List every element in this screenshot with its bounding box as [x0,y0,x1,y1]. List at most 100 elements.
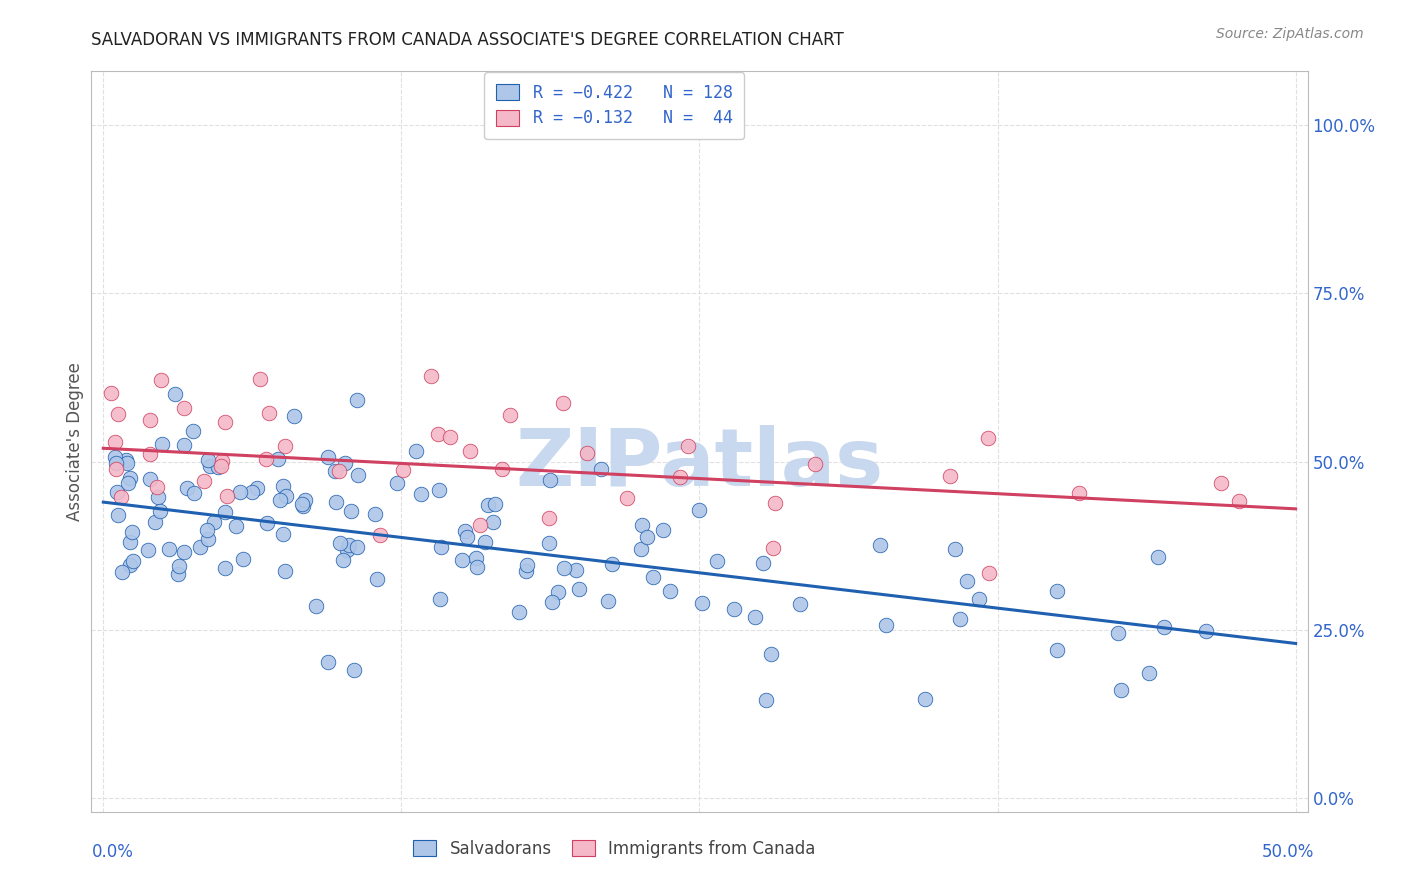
Point [117,476,139,491]
Point [405,444,427,458]
Point [392,462,415,476]
Y-axis label: Associate's Degree: Associate's Degree [66,362,84,521]
Point [762,541,785,555]
Point [232,551,254,566]
Point [516,558,538,573]
Point [104,450,127,464]
Point [484,497,506,511]
Point [107,508,129,522]
Point [292,499,315,513]
Point [246,481,269,495]
Point [117,456,139,470]
Point [1195,624,1218,639]
Point [214,505,236,519]
Point [173,401,195,416]
Point [136,543,159,558]
Point [565,563,588,577]
Point [761,647,783,661]
Point [105,462,128,476]
Point [914,692,936,706]
Point [477,498,499,512]
Point [256,516,278,530]
Point [450,553,472,567]
Point [165,387,187,401]
Point [669,469,692,483]
Point [977,432,1000,446]
Point [366,572,388,586]
Point [294,493,316,508]
Point [499,408,522,422]
Point [706,554,728,568]
Point [643,569,665,583]
Point [333,457,356,471]
Point [368,528,391,542]
Point [240,485,263,500]
Point [1045,584,1067,599]
Point [211,454,233,468]
Point [482,515,505,529]
Point [114,452,136,467]
Point [121,525,143,540]
Point [690,597,713,611]
Point [193,474,215,488]
Point [751,556,773,570]
Point [328,464,350,478]
Point [465,560,488,574]
Point [468,517,491,532]
Point [491,462,513,476]
Point [214,561,236,575]
Point [347,468,370,483]
Point [949,612,972,626]
Point [427,483,450,497]
Point [411,487,433,501]
Point [181,425,204,439]
Point [266,451,288,466]
Point [551,395,574,409]
Point [547,585,569,599]
Point [427,426,450,441]
Point [616,491,638,506]
Point [215,489,238,503]
Point [118,558,141,572]
Point [804,458,827,472]
Point [956,574,979,589]
Point [176,481,198,495]
Point [508,606,530,620]
Point [332,553,354,567]
Point [269,492,291,507]
Point [121,554,143,568]
Point [254,452,277,467]
Point [150,436,173,450]
Point [197,453,219,467]
Point [651,523,673,537]
Point [202,515,225,529]
Point [385,475,408,490]
Point [273,564,295,578]
Point [209,459,232,474]
Point [110,490,132,504]
Point [138,472,160,486]
Point [576,446,599,460]
Point [107,407,129,421]
Point [943,542,966,557]
Point [339,504,361,518]
Point [200,458,222,473]
Point [183,485,205,500]
Point [631,518,654,533]
Point [337,538,360,552]
Text: Source: ZipAtlas.com: Source: ZipAtlas.com [1216,27,1364,41]
Point [173,545,195,559]
Point [120,534,142,549]
Point [336,542,359,557]
Point [568,582,591,596]
Point [744,610,766,624]
Point [1137,665,1160,680]
Point [538,511,561,525]
Point [464,551,486,566]
Point [723,602,745,616]
Point [207,460,229,475]
Point [149,504,172,518]
Point [659,583,682,598]
Point [454,524,477,539]
Point [173,437,195,451]
